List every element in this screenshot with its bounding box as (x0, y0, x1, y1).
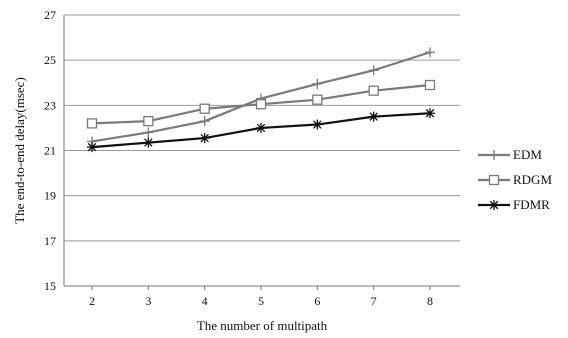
data-point-fdmr (312, 119, 323, 130)
series-edm (87, 47, 435, 147)
data-point-fdmr (425, 108, 435, 119)
data-point-rdgm (199, 103, 210, 114)
y-tick-labels: 15 17 19 21 23 25 27 (44, 8, 56, 293)
data-point-fdmr (87, 142, 97, 153)
legend-marker (489, 200, 499, 210)
y-tick-label: 17 (44, 234, 56, 248)
data-point-rdgm (424, 79, 436, 91)
y-tick-label: 21 (44, 144, 56, 158)
y-tick-label: 19 (44, 189, 56, 203)
x-tick-label: 8 (427, 294, 433, 308)
data-point-rdgm (143, 115, 154, 127)
data-point-edm (368, 65, 379, 76)
grid-lines (64, 14, 460, 287)
data-point-edm (312, 78, 323, 89)
x-tick-labels: 2 3 4 5 6 7 8 (89, 294, 433, 308)
x-axis-title: The number of multipath (197, 318, 328, 333)
data-point-fdmr (143, 137, 154, 148)
y-tick-label: 27 (44, 8, 56, 22)
data-point-fdmr (368, 111, 379, 122)
data-point-rdgm (255, 99, 267, 110)
legend: EDM RDGM FDMR (478, 147, 552, 212)
legend-item-fdmr: FDMR (478, 197, 550, 212)
x-tick-label: 2 (89, 294, 95, 308)
x-tick-label: 5 (258, 294, 264, 308)
legend-label: EDM (513, 147, 542, 162)
x-tick-label: 6 (314, 294, 320, 308)
y-tick-label: 23 (44, 98, 56, 112)
legend-item-edm: EDM (478, 147, 542, 162)
data-point-edm (425, 47, 435, 58)
x-tick-label: 3 (145, 294, 151, 308)
legend-label: RDGM (513, 172, 552, 187)
data-point-edm (143, 127, 154, 138)
axes (63, 15, 460, 290)
series-rdgm (86, 79, 436, 129)
x-tick-label: 7 (371, 294, 377, 308)
x-tick-label: 4 (202, 294, 208, 308)
data-point-rdgm (312, 94, 323, 105)
data-point-rdgm (368, 85, 379, 96)
legend-marker (488, 174, 500, 186)
data-point-rdgm (86, 118, 98, 129)
data-point-fdmr (256, 122, 266, 133)
series (86, 47, 436, 153)
data-point-fdmr (199, 133, 210, 144)
y-axis-title: The end-to-end delay(msec) (12, 77, 27, 224)
legend-item-rdgm: RDGM (478, 172, 552, 187)
series-fdmr (87, 108, 435, 153)
data-point-edm (199, 116, 210, 127)
y-tick-label: 15 (44, 279, 56, 293)
legend-marker (489, 150, 499, 160)
legend-label: FDMR (513, 197, 550, 212)
y-tick-label: 25 (44, 53, 56, 67)
